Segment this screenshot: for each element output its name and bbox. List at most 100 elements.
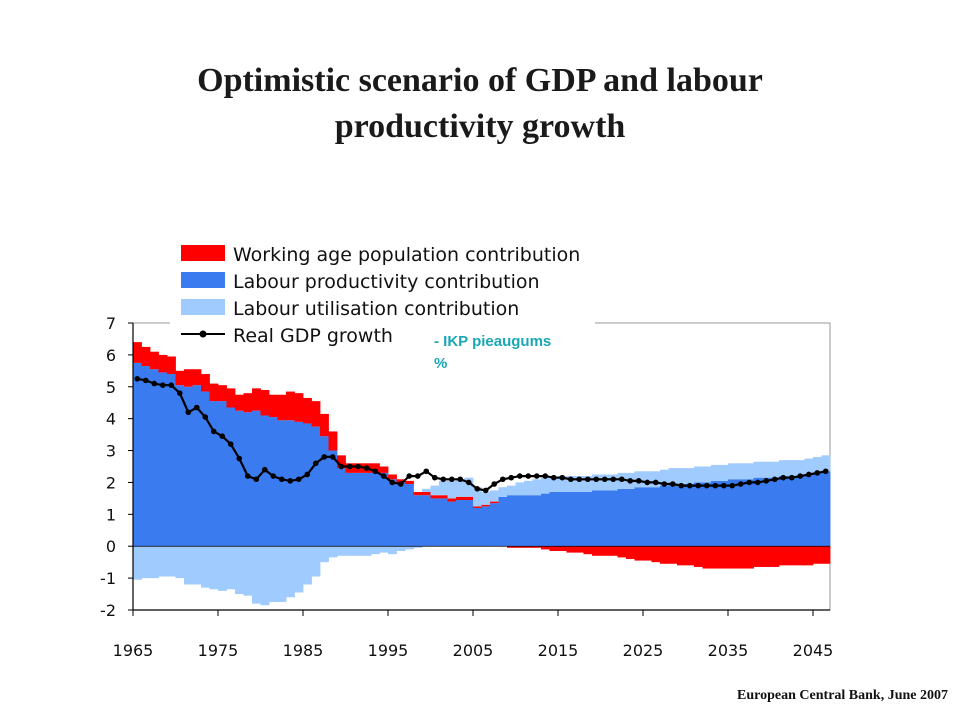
bar-working-age [617, 546, 627, 558]
bar-working-age [566, 546, 576, 553]
bar-working-age [694, 546, 703, 567]
gdp-point [227, 441, 234, 447]
gdp-point [457, 476, 464, 483]
bar-labour-utilisation [745, 463, 754, 480]
bar-labour-utilisation [294, 546, 304, 593]
gdp-point [193, 404, 200, 411]
legend-label-gdp: Real GDP growth [233, 325, 393, 347]
bar-labour-utilisation [762, 461, 771, 478]
bar-working-age [549, 546, 559, 552]
bar-working-age [422, 492, 431, 496]
bar-working-age [337, 455, 346, 469]
bar-labour-productivity [303, 423, 312, 547]
bar-labour-utilisation [566, 476, 576, 493]
bar-working-age [711, 546, 720, 569]
bar-labour-productivity [541, 493, 550, 547]
bar-labour-productivity [192, 385, 202, 547]
bar-labour-utilisation [668, 468, 678, 485]
bar-labour-productivity [524, 495, 533, 547]
bar-working-age [541, 546, 550, 550]
bar-working-age [277, 394, 287, 421]
bar-labour-productivity [498, 496, 508, 547]
gdp-point [372, 468, 379, 475]
bar-labour-utilisation [439, 480, 448, 496]
bar-labour-utilisation [609, 474, 618, 491]
gdp-point [618, 476, 625, 483]
bar-working-age [532, 546, 542, 548]
bar-labour-productivity [626, 488, 635, 547]
x-tick-label: 1985 [283, 641, 324, 660]
bar-working-age [252, 388, 261, 411]
gdp-point [644, 479, 651, 486]
gdp-point [550, 474, 557, 481]
gdp-point [329, 454, 336, 460]
bar-labour-utilisation [243, 546, 253, 596]
gdp-point [185, 409, 192, 416]
bar-working-age [167, 356, 176, 375]
bar-labour-productivity [558, 492, 567, 547]
gdp-point [168, 382, 175, 388]
bar-labour-utilisation [158, 546, 168, 577]
bar-working-age [668, 546, 678, 564]
bar-labour-productivity [413, 495, 423, 547]
bar-labour-utilisation [481, 492, 491, 505]
bar-labour-productivity [583, 492, 593, 547]
y-axis-ticks: 7 6 5 4 3 2 1 0 -1 -2 [100, 314, 133, 620]
bar-working-age [770, 546, 780, 567]
bar-working-age [745, 546, 754, 569]
bar-labour-utilisation [711, 464, 720, 481]
bar-labour-productivity [226, 407, 236, 547]
bar-working-age [235, 394, 244, 411]
bar-labour-utilisation [753, 461, 763, 478]
bar-labour-utilisation [447, 480, 457, 499]
bar-labour-productivity [643, 487, 652, 547]
bar-labour-utilisation [490, 490, 499, 502]
bar-labour-productivity [430, 498, 440, 547]
bar-labour-productivity [150, 369, 159, 547]
bar-working-age [141, 346, 151, 367]
bar-labour-utilisation [796, 460, 805, 477]
gdp-point [355, 463, 362, 470]
bar-working-age [430, 495, 440, 499]
bar-labour-utilisation [583, 476, 593, 493]
bar-labour-productivity [379, 472, 389, 547]
bar-working-age [592, 546, 601, 556]
bar-labour-utilisation [175, 546, 185, 579]
gdp-point [219, 433, 226, 440]
bar-labour-utilisation [209, 546, 219, 590]
bar-labour-productivity [269, 417, 278, 547]
gdp-point [474, 486, 481, 492]
bar-labour-productivity [294, 421, 304, 547]
bar-labour-utilisation [660, 469, 669, 486]
bar-working-age [158, 354, 168, 373]
bar-labour-utilisation [456, 479, 465, 497]
bar-working-age [473, 506, 482, 508]
gdp-point [253, 476, 260, 483]
bar-working-age [634, 546, 644, 561]
bar-labour-productivity [133, 362, 142, 547]
bar-labour-utilisation [575, 476, 584, 493]
gdp-point [763, 478, 770, 484]
bar-labour-productivity [719, 480, 729, 547]
bar-working-age [286, 391, 295, 421]
gdp-point [151, 380, 158, 387]
bar-labour-productivity [507, 495, 516, 547]
gdp-point [805, 471, 812, 478]
bar-working-age [260, 389, 270, 416]
gdp-point [516, 473, 523, 479]
bar-labour-utilisation [269, 546, 278, 603]
gdp-point [814, 470, 821, 476]
bar-labour-utilisation [473, 487, 482, 507]
bar-working-age [609, 546, 618, 556]
gdp-point [525, 473, 532, 479]
bar-labour-utilisation [337, 546, 346, 556]
bar-labour-utilisation [192, 546, 202, 585]
bar-working-age [651, 546, 661, 563]
bar-labour-productivity [668, 484, 678, 547]
gdp-point [312, 460, 319, 467]
gdp-point [686, 482, 693, 489]
bar-labour-productivity [311, 426, 321, 547]
bar-labour-productivity [694, 482, 703, 547]
bar-labour-utilisation [694, 466, 703, 483]
